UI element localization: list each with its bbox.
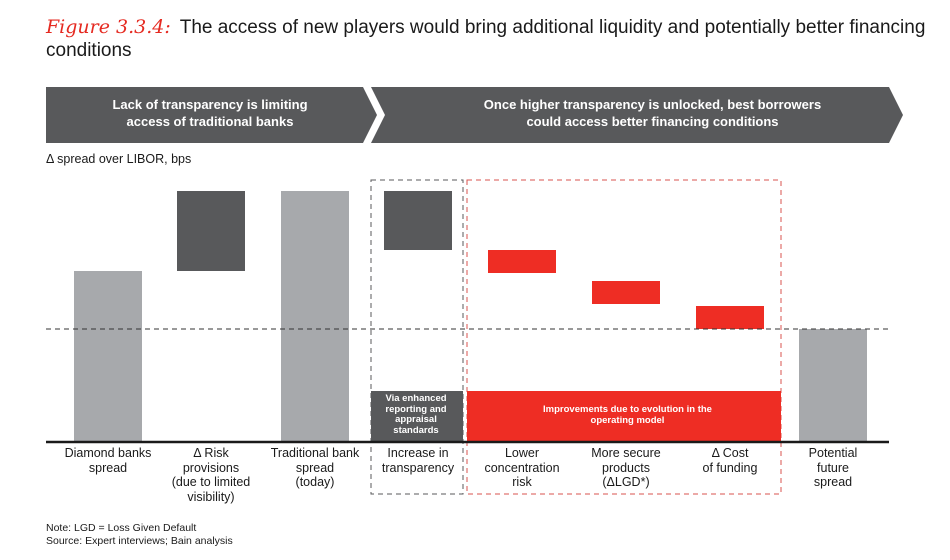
- band-operating-model: [467, 391, 781, 441]
- band-transparency: [371, 391, 463, 441]
- category-label-line: Increase in: [387, 446, 449, 460]
- category-label-line: visibility): [187, 489, 235, 504]
- category-label-line: products: [602, 460, 650, 475]
- category-label-line: Δ Cost: [711, 446, 749, 460]
- category-label-3: Traditional bank spread (today): [259, 446, 371, 490]
- category-label-line: (due to limited: [171, 475, 251, 489]
- category-label-2: Δ Risk provisions (due to limited visibilit…: [155, 446, 267, 504]
- category-label-line: Δ Risk: [193, 446, 229, 460]
- footnote: Note: LGD = Loss Given Default: [46, 522, 197, 534]
- category-label-line: spread: [88, 460, 128, 475]
- band-label-transparency: Via enhanced reporting and appraisal sta…: [385, 393, 447, 436]
- category-label-line: transparency: [381, 460, 455, 475]
- bar-2: [177, 191, 245, 271]
- category-label-4: Increase in transparency: [362, 446, 474, 475]
- category-label-line: (ΔLGD*): [602, 475, 650, 489]
- category-label-line: Traditional bank: [270, 446, 360, 460]
- category-label-line: risk: [512, 475, 532, 489]
- category-label-line: provisions: [182, 460, 240, 475]
- bar-8: [799, 329, 867, 441]
- source-note: Source: Expert interviews; Bain analysis: [46, 535, 233, 547]
- category-label-line: More secure: [591, 446, 661, 460]
- bar-4: [384, 191, 452, 250]
- group-box-1: [370, 179, 464, 495]
- category-label-line: of funding: [702, 460, 758, 475]
- band-label-operating-model: Improvements due to evolution in the ope…: [543, 404, 712, 426]
- bar-6: [592, 281, 660, 304]
- category-label-line: spread: [295, 460, 335, 475]
- bar-7: [696, 306, 764, 329]
- category-label-line: concentration: [484, 460, 560, 475]
- figure-label: Figure 3.3.4:: [46, 16, 171, 38]
- phase-arrow-1: [46, 87, 377, 143]
- category-label-1: Diamond banks spread: [52, 446, 164, 475]
- category-label-line: future: [817, 460, 849, 475]
- phase-arrow-2: [371, 87, 903, 143]
- category-label-6: More secure products (ΔLGD*): [570, 446, 682, 490]
- category-label-line: Potential: [808, 446, 858, 460]
- chart-title: Figure 3.3.4: The access of new players …: [46, 16, 926, 62]
- phase-label-1: Lack of transparency is limiting access …: [112, 97, 308, 129]
- category-label-5: Lower concentration risk: [466, 446, 578, 490]
- category-label-line: spread: [813, 475, 853, 489]
- category-label-7: Δ Cost of funding: [674, 446, 786, 475]
- bar-5: [488, 250, 556, 273]
- group-box-2: [466, 179, 782, 495]
- bar-1: [74, 271, 142, 441]
- category-label-line: (today): [295, 475, 335, 489]
- category-label-line: Diamond banks: [64, 446, 152, 460]
- bar-3: [281, 191, 349, 441]
- category-label-line: Lower: [504, 446, 540, 460]
- title-text: The access of new players would bring ad…: [46, 17, 926, 61]
- category-label-8: Potential future spread: [777, 446, 889, 490]
- y-axis-label: Δ spread over LIBOR, bps: [46, 152, 192, 166]
- phase-label-2: Once higher transparency is unlocked, be…: [483, 97, 822, 129]
